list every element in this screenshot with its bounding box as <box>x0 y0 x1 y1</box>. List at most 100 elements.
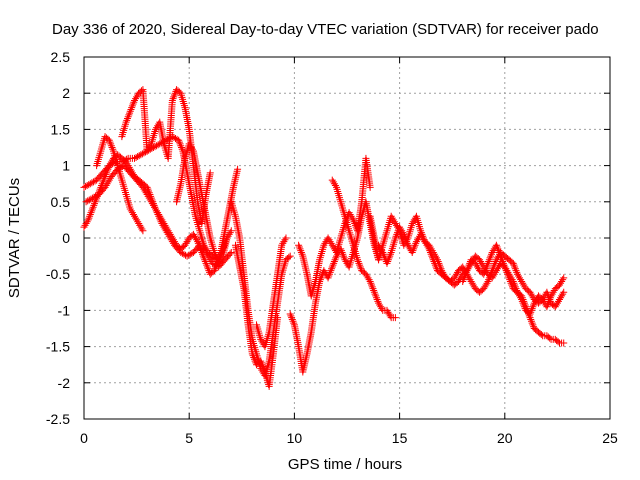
data-point <box>151 143 159 151</box>
data-point <box>324 234 332 242</box>
data-point <box>90 201 98 209</box>
data-point <box>372 294 380 302</box>
data-point <box>296 245 304 253</box>
plot-frame <box>83 56 611 420</box>
data-point <box>471 259 479 267</box>
data-point <box>384 256 392 264</box>
data-point <box>497 252 505 260</box>
data-point <box>543 288 551 296</box>
data-point <box>201 258 209 266</box>
data-point <box>168 234 176 242</box>
data-point <box>177 144 185 151</box>
data-point <box>196 245 204 253</box>
data-point <box>511 263 519 271</box>
data-point <box>528 319 536 327</box>
data-point <box>288 314 296 322</box>
data-point <box>127 167 135 175</box>
data-point <box>257 335 265 343</box>
data-point <box>132 153 140 161</box>
data-point <box>378 305 386 313</box>
data-point <box>83 182 91 190</box>
data-point <box>402 236 410 244</box>
data-point <box>560 274 568 282</box>
data-point <box>203 261 211 269</box>
data-point <box>482 265 490 273</box>
data-point <box>295 243 303 251</box>
data-point <box>282 234 290 242</box>
series-arc-o <box>459 241 568 347</box>
data-point <box>199 252 207 260</box>
data-point <box>250 353 258 361</box>
data-point <box>412 238 420 246</box>
data-point <box>494 263 502 271</box>
data-point <box>362 270 370 278</box>
data-marks <box>80 86 568 390</box>
data-point <box>472 261 480 269</box>
data-point <box>476 256 484 264</box>
data-point <box>108 144 116 151</box>
x-tick-labels: 0 5 10 15 20 25 <box>80 430 618 446</box>
data-point <box>480 268 488 276</box>
data-point <box>560 288 568 296</box>
x-tick-label: 15 <box>392 430 408 446</box>
data-point <box>500 261 508 269</box>
data-point <box>226 229 234 237</box>
data-point <box>134 218 142 226</box>
data-point <box>138 150 146 158</box>
data-point <box>514 272 522 280</box>
data-point <box>83 218 91 226</box>
data-point <box>525 312 533 320</box>
data-point <box>81 221 89 229</box>
data-point <box>328 265 336 273</box>
data-point <box>329 243 337 251</box>
data-point <box>404 241 412 249</box>
data-point <box>412 239 420 247</box>
data-point <box>189 230 197 238</box>
data-point <box>325 270 333 278</box>
data-point <box>363 272 371 280</box>
data-point <box>260 366 268 374</box>
data-point <box>545 294 553 302</box>
data-point <box>391 314 399 322</box>
data-point <box>386 312 394 320</box>
data-point <box>473 263 481 271</box>
data-point <box>488 248 496 256</box>
data-point <box>139 227 147 235</box>
data-point <box>118 163 126 171</box>
data-point <box>356 261 364 269</box>
data-point <box>408 220 416 228</box>
data-point <box>373 296 381 304</box>
data-point <box>387 212 395 220</box>
data-point <box>553 299 561 307</box>
data-point <box>169 95 177 103</box>
data-point <box>511 265 519 273</box>
data-point <box>86 212 94 220</box>
data-point <box>493 243 501 251</box>
data-point <box>351 220 359 228</box>
data-point <box>147 194 155 202</box>
data-point <box>154 209 162 217</box>
data-point <box>192 234 200 242</box>
data-point <box>340 254 348 262</box>
data-point <box>88 205 96 213</box>
data-point <box>105 136 113 144</box>
data-point <box>161 221 169 229</box>
data-point <box>409 218 417 226</box>
data-point <box>462 268 470 276</box>
data-point <box>186 142 194 150</box>
data-point <box>326 238 334 246</box>
data-point <box>170 91 178 99</box>
data-point <box>107 140 115 148</box>
data-point <box>223 234 231 242</box>
data-point <box>492 267 500 275</box>
data-point <box>556 281 564 289</box>
data-point <box>517 276 525 284</box>
data-point <box>99 178 107 186</box>
data-point <box>93 194 101 202</box>
data-point <box>518 292 526 300</box>
y-tick-label: 2.5 <box>51 49 71 65</box>
data-point <box>140 149 148 157</box>
data-point <box>326 268 334 276</box>
data-point <box>484 259 492 267</box>
x-tick-label: 5 <box>185 430 193 446</box>
